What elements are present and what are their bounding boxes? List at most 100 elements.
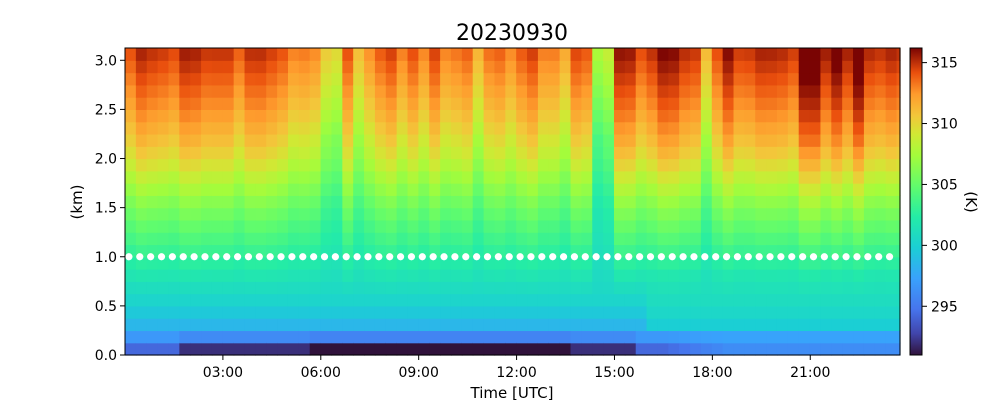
heatmap-cell [863, 195, 876, 209]
heatmap-cell [537, 121, 550, 135]
heatmap-cell [646, 269, 659, 282]
heatmap-cell [613, 60, 626, 74]
heatmap-cell [874, 133, 887, 147]
reference-line-marker [331, 253, 339, 261]
heatmap-cell [711, 305, 724, 319]
heatmap-cell [407, 305, 419, 319]
heatmap-cell [711, 281, 724, 295]
heatmap-cell [559, 146, 572, 160]
heatmap-cell [592, 293, 604, 307]
heatmap-cell [581, 207, 593, 221]
heatmap-cell [494, 219, 506, 233]
heatmap-cell [603, 72, 615, 86]
heatmap-cell [461, 121, 474, 135]
x-tick-label: 18:00 [692, 365, 732, 381]
heatmap-cell [168, 244, 180, 258]
heatmap-cell [863, 342, 876, 356]
heatmap-cell [766, 60, 778, 74]
heatmap-cell [831, 293, 843, 307]
heatmap-cell [190, 158, 202, 172]
heatmap-cell [668, 109, 680, 123]
reference-line-marker [353, 253, 361, 261]
heatmap-cell [168, 269, 180, 282]
heatmap-cell [548, 121, 561, 135]
heatmap-cell [863, 97, 876, 110]
heatmap-cell [222, 318, 235, 332]
heatmap-cell [407, 342, 419, 356]
heatmap-cell [831, 72, 843, 86]
heatmap-cell [853, 330, 865, 344]
heatmap-cell [527, 109, 539, 123]
heatmap-cell [233, 219, 246, 233]
heatmap-cell [385, 281, 398, 295]
heatmap-cell [527, 207, 539, 221]
heatmap-cell [135, 342, 148, 356]
heatmap-cell [331, 244, 343, 258]
heatmap-cell [863, 170, 876, 184]
heatmap-cell [385, 60, 398, 74]
heatmap-cell [233, 293, 246, 307]
heatmap-cell [309, 293, 322, 307]
heatmap-cell [613, 84, 626, 98]
heatmap-cell [483, 244, 496, 258]
heatmap-cell [613, 305, 626, 319]
heatmap-cell [157, 207, 170, 221]
heatmap-cell [570, 330, 582, 344]
heatmap-cell [320, 109, 333, 123]
heatmap-cell [559, 293, 572, 307]
heatmap-cell [570, 170, 582, 184]
heatmap-cell [190, 342, 202, 356]
heatmap-cell [559, 109, 572, 123]
heatmap-cell [820, 232, 832, 246]
heatmap-cell [842, 158, 854, 172]
heatmap-cell [168, 256, 180, 270]
heatmap-cell [831, 109, 843, 123]
heatmap-cell [233, 133, 246, 147]
heatmap-cell [700, 158, 713, 172]
heatmap-cell [896, 109, 901, 123]
heatmap-cell [309, 281, 322, 295]
heatmap-cell [776, 183, 789, 196]
heatmap-cell [657, 84, 669, 98]
heatmap-cell [787, 60, 800, 74]
heatmap-cell [353, 281, 365, 295]
heatmap-cell [776, 121, 789, 135]
heatmap-cell [733, 219, 745, 233]
heatmap-cell [157, 183, 170, 196]
heatmap-cell [853, 318, 865, 332]
heatmap-cell [635, 244, 648, 258]
heatmap-cell [353, 318, 365, 332]
heatmap-cell [885, 48, 898, 61]
heatmap-cell [581, 183, 593, 196]
heatmap-cell [809, 318, 822, 332]
heatmap-cell [603, 133, 615, 147]
heatmap-cell [201, 183, 213, 196]
heatmap-cell [766, 84, 778, 98]
heatmap-cell [364, 109, 376, 123]
reference-line-marker [701, 253, 709, 261]
heatmap-cell [766, 269, 778, 282]
heatmap-cell [135, 146, 148, 160]
heatmap-cell [298, 256, 311, 270]
heatmap-cell [255, 158, 267, 172]
heatmap-cell [407, 207, 419, 221]
heatmap-cell [809, 158, 822, 172]
heatmap-cell [298, 207, 311, 221]
heatmap-cell [450, 97, 463, 110]
heatmap-cell [863, 84, 876, 98]
heatmap-cell [450, 146, 463, 160]
heatmap-cell [201, 97, 213, 110]
heatmap-cell [624, 121, 637, 135]
heatmap-cell [527, 170, 539, 184]
heatmap-cell [287, 97, 300, 110]
heatmap-cell [722, 269, 735, 282]
heatmap-cell [461, 97, 474, 110]
heatmap-cell [450, 330, 463, 344]
heatmap-cell [342, 183, 354, 196]
heatmap-cell [472, 121, 485, 135]
heatmap-cell [266, 84, 278, 98]
heatmap-cell [440, 281, 452, 295]
heatmap-cell [244, 244, 256, 258]
heatmap-cell [157, 219, 170, 233]
heatmap-cell [690, 60, 702, 74]
